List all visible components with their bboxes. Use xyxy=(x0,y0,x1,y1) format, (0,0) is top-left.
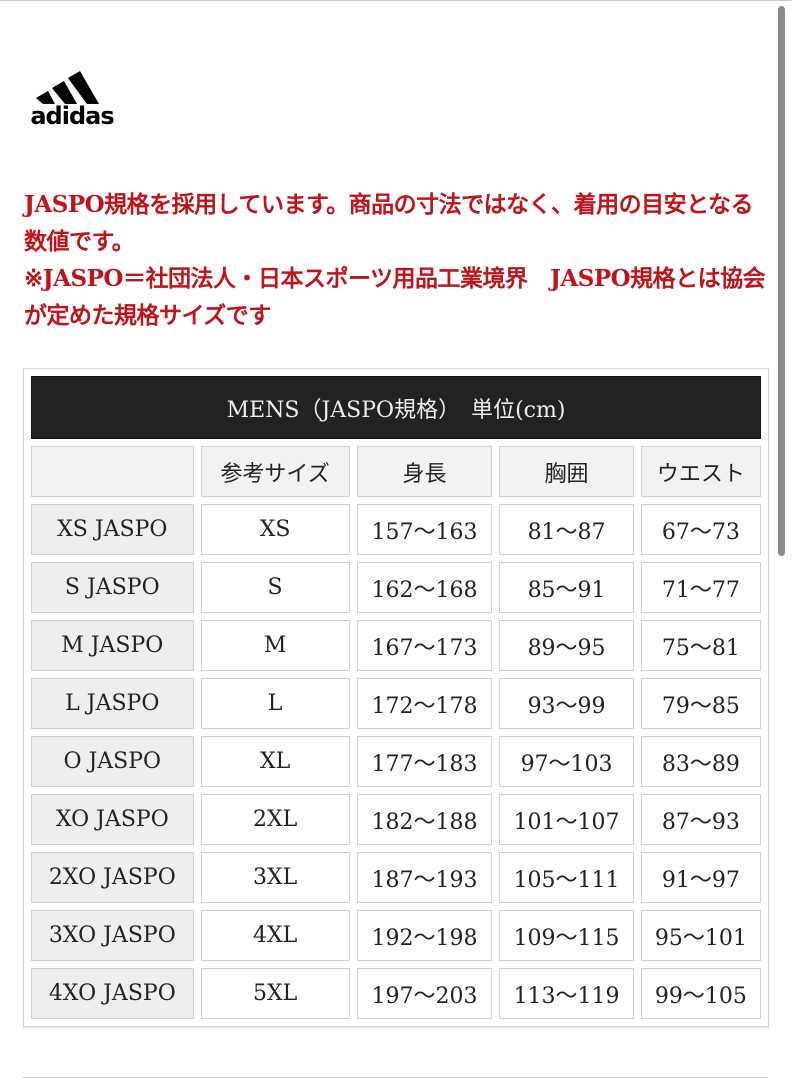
size-notice: JASPO規格を採用しています。商品の寸法ではなく、着用の目安となる数値です。 … xyxy=(24,186,769,334)
table-cell: 67〜73 xyxy=(640,504,761,555)
table-row: S JASPO S 162〜168 85〜91 71〜77 xyxy=(31,562,761,613)
table-cell: 167〜173 xyxy=(356,620,493,671)
divider xyxy=(0,0,792,1)
size-table: MENS（JASPO規格） 単位(cm) 参考サイズ 身長 胸囲 ウエスト XS JA… xyxy=(24,369,768,1026)
column-header: ウエスト xyxy=(640,446,761,497)
table-cell: 101〜107 xyxy=(499,794,634,845)
table-cell: 192〜198 xyxy=(356,910,493,961)
table-cell: 172〜178 xyxy=(356,678,493,729)
row-label: M JASPO xyxy=(31,620,194,671)
table-row: 2XO JASPO 3XL 187〜193 105〜111 91〜97 xyxy=(31,852,761,903)
row-label: L JASPO xyxy=(31,678,194,729)
table-title: MENS（JASPO規格） 単位(cm) xyxy=(31,376,761,439)
row-label: 2XO JASPO xyxy=(31,852,194,903)
table-cell: 5XL xyxy=(200,968,350,1019)
table-cell: 99〜105 xyxy=(640,968,761,1019)
table-row: 3XO JASPO 4XL 192〜198 109〜115 95〜101 xyxy=(31,910,761,961)
svg-text:adidas: adidas xyxy=(30,102,114,128)
table-cell: 71〜77 xyxy=(640,562,761,613)
column-header: 胸囲 xyxy=(499,446,634,497)
table-cell: 157〜163 xyxy=(356,504,493,555)
row-label: XS JASPO xyxy=(31,504,194,555)
row-label: 4XO JASPO xyxy=(31,968,194,1019)
table-row: L JASPO L 172〜178 93〜99 79〜85 xyxy=(31,678,761,729)
table-cell: 89〜95 xyxy=(499,620,634,671)
table-cell: 109〜115 xyxy=(499,910,634,961)
row-label: 3XO JASPO xyxy=(31,910,194,961)
divider xyxy=(23,1077,768,1078)
table-cell: M xyxy=(200,620,350,671)
table-cell: XS xyxy=(200,504,350,555)
table-cell: 97〜103 xyxy=(499,736,634,787)
column-header: 参考サイズ xyxy=(200,446,350,497)
table-cell: 4XL xyxy=(200,910,350,961)
table-cell: 75〜81 xyxy=(640,620,761,671)
header-row: 参考サイズ 身長 胸囲 ウエスト xyxy=(31,446,761,497)
table-cell: 95〜101 xyxy=(640,910,761,961)
table-cell: 105〜111 xyxy=(499,852,634,903)
table-cell: 182〜188 xyxy=(356,794,493,845)
table-cell: 162〜168 xyxy=(356,562,493,613)
adidas-logo: adidas xyxy=(30,71,115,128)
notice-line-2: ※JASPO＝社団法人・日本スポーツ用品工業境界 JASPO規格とは協会が定めた… xyxy=(24,265,766,329)
table-cell: S xyxy=(200,562,350,613)
scrollbar[interactable] xyxy=(778,6,785,556)
table-row: XS JASPO XS 157〜163 81〜87 67〜73 xyxy=(31,504,761,555)
table-cell: 93〜99 xyxy=(499,678,634,729)
row-label: O JASPO xyxy=(31,736,194,787)
table-cell: XL xyxy=(200,736,350,787)
table-cell: 91〜97 xyxy=(640,852,761,903)
table-cell: 87〜93 xyxy=(640,794,761,845)
column-header xyxy=(31,446,194,497)
table-cell: 177〜183 xyxy=(356,736,493,787)
table-row: 4XO JASPO 5XL 197〜203 113〜119 99〜105 xyxy=(31,968,761,1019)
table-row: XO JASPO 2XL 182〜188 101〜107 87〜93 xyxy=(31,794,761,845)
table-cell: 79〜85 xyxy=(640,678,761,729)
row-label: S JASPO xyxy=(31,562,194,613)
table-cell: 187〜193 xyxy=(356,852,493,903)
table-cell: 2XL xyxy=(200,794,350,845)
table-row: M JASPO M 167〜173 89〜95 75〜81 xyxy=(31,620,761,671)
notice-line-1: JASPO規格を採用しています。商品の寸法ではなく、着用の目安となる数値です。 xyxy=(24,191,754,255)
table-cell: 83〜89 xyxy=(640,736,761,787)
table-cell: 197〜203 xyxy=(356,968,493,1019)
table-cell: 3XL xyxy=(200,852,350,903)
table-cell: 113〜119 xyxy=(499,968,634,1019)
row-label: XO JASPO xyxy=(31,794,194,845)
table-cell: 85〜91 xyxy=(499,562,634,613)
column-header: 身長 xyxy=(356,446,493,497)
table-row: O JASPO XL 177〜183 97〜103 83〜89 xyxy=(31,736,761,787)
size-chart: MENS（JASPO規格） 単位(cm) 参考サイズ 身長 胸囲 ウエスト XS JA… xyxy=(23,368,769,1027)
table-cell: L xyxy=(200,678,350,729)
table-cell: 81〜87 xyxy=(499,504,634,555)
